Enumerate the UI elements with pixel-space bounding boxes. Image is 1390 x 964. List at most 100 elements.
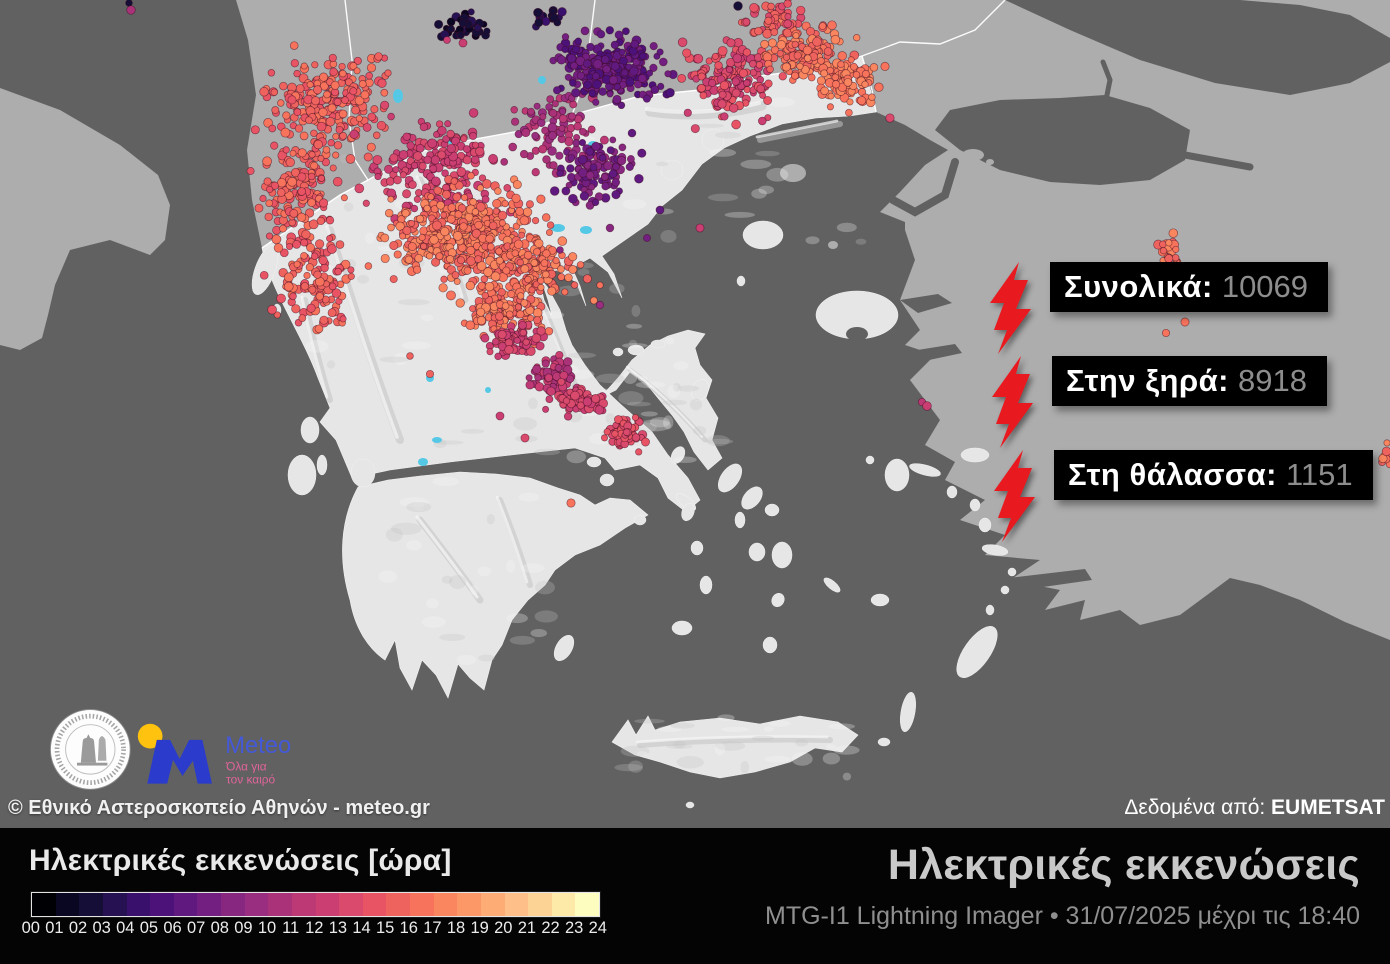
colorbar-tick-label: 15 (376, 919, 395, 937)
lightning-dot (764, 79, 773, 88)
lightning-dot (494, 352, 502, 361)
greek-island (691, 379, 709, 401)
lightning-dot (301, 229, 311, 240)
lightning-dot (334, 267, 343, 276)
terrain-speckle (689, 398, 703, 411)
terrain-speckle (673, 456, 697, 464)
colorbar-tick-label: 13 (328, 919, 348, 937)
terrain-speckle (506, 559, 516, 573)
lightning-dot (631, 433, 641, 442)
lightning-dot (601, 182, 610, 191)
mountain-ridge-highlight (625, 365, 704, 439)
lightning-dot (546, 386, 556, 396)
terrain-speckle (356, 274, 370, 284)
lightning-dot (519, 215, 530, 226)
greek-island (978, 517, 992, 533)
lightning-dot (475, 202, 486, 212)
lightning-dot (316, 121, 327, 132)
lightning-dot (818, 22, 827, 30)
lightning-dot (420, 242, 428, 250)
lightning-dot (355, 114, 363, 123)
lightning-dot (695, 223, 705, 233)
lightning-dot (831, 80, 841, 89)
lightning-dot (442, 135, 450, 143)
lightning-dot (524, 275, 532, 284)
terrain-speckle (842, 772, 852, 781)
terrain-speckle (751, 188, 767, 199)
lightning-dot (552, 86, 562, 95)
lightning-dot (310, 129, 318, 138)
lightning-dot (293, 108, 302, 116)
copyright-text: © Εθνικό Αστεροσκοπείο Αθηνών - meteo.gr (8, 797, 430, 819)
terrain-speckle (767, 97, 796, 108)
lightning-dot (404, 255, 414, 264)
lightning-dot (649, 63, 658, 73)
colorbar-segment (457, 893, 481, 916)
lightning-dot (332, 176, 343, 187)
greek-island (1007, 567, 1017, 577)
lightning-dot (492, 199, 502, 209)
lightning-dot (530, 258, 539, 267)
lightning-dot (267, 69, 276, 77)
lightning-dot (1165, 239, 1173, 247)
lightning-dot (358, 80, 367, 88)
lightning-dot (289, 41, 299, 50)
lightning-dot (682, 48, 692, 58)
stat-box-land: Στην ξηρά: 8918 (1052, 356, 1327, 406)
meteo-tagline-line1: Όλα για (225, 759, 267, 773)
lightning-dot (298, 314, 307, 322)
terrain-speckle (305, 340, 329, 353)
lightning-dot (308, 285, 317, 294)
greek-island (627, 344, 645, 356)
lightning-dot (534, 382, 545, 392)
lightning-dot (271, 234, 282, 245)
terrain-speckle (661, 399, 688, 406)
terrain-speckle (805, 236, 820, 245)
lightning-dot (476, 307, 486, 317)
data-source-value: EUMETSAT (1271, 796, 1385, 819)
terrain-speckle (635, 381, 666, 389)
lightning-dot (595, 300, 605, 310)
stat-label: Στην ξηρά: (1066, 363, 1229, 398)
lightning-dot (306, 81, 314, 89)
greek-island (956, 626, 998, 678)
lightning-dot (259, 270, 269, 280)
colorbar-tick-label: 05 (139, 919, 159, 937)
lightning-dot (311, 61, 319, 69)
terrain-speckle (670, 722, 695, 729)
evia-island (599, 329, 723, 471)
lightning-dot (516, 258, 525, 267)
greek-island (300, 416, 320, 444)
lightning-dot (874, 82, 884, 92)
lightning-dot (296, 212, 307, 222)
stat-row-sea: Στη θάλασσα: 1151 (990, 450, 1373, 542)
colorbar-segment (32, 893, 56, 916)
lightning-dot (564, 273, 573, 282)
lightning-dot (861, 69, 870, 78)
lightning-dot (763, 96, 773, 105)
lightning-dot (549, 13, 559, 23)
lightning-dot (600, 434, 609, 442)
terrain-speckle (693, 425, 707, 436)
lightning-dot (364, 262, 373, 270)
terrain-speckle (513, 417, 538, 431)
izmir-bay (905, 344, 962, 363)
colorbar-segment (291, 893, 316, 916)
lightning-dot (495, 256, 504, 265)
lightning-dot (423, 155, 432, 165)
lightning-dot (650, 85, 660, 95)
lightning-dot (480, 333, 490, 343)
lake (580, 226, 592, 234)
lightning-dot (611, 430, 619, 438)
lightning-dot (329, 67, 338, 77)
lightning-dot (537, 283, 545, 292)
lightning-dot (290, 59, 299, 68)
lightning-dot (299, 131, 309, 141)
lightning-dot (542, 405, 550, 413)
lightning-dot (325, 216, 335, 225)
lightning-dot (429, 235, 439, 245)
lightning-dot (528, 286, 536, 294)
lightning-dot (820, 86, 829, 96)
lightning-dot (606, 146, 615, 155)
lightning-dot (749, 3, 759, 13)
